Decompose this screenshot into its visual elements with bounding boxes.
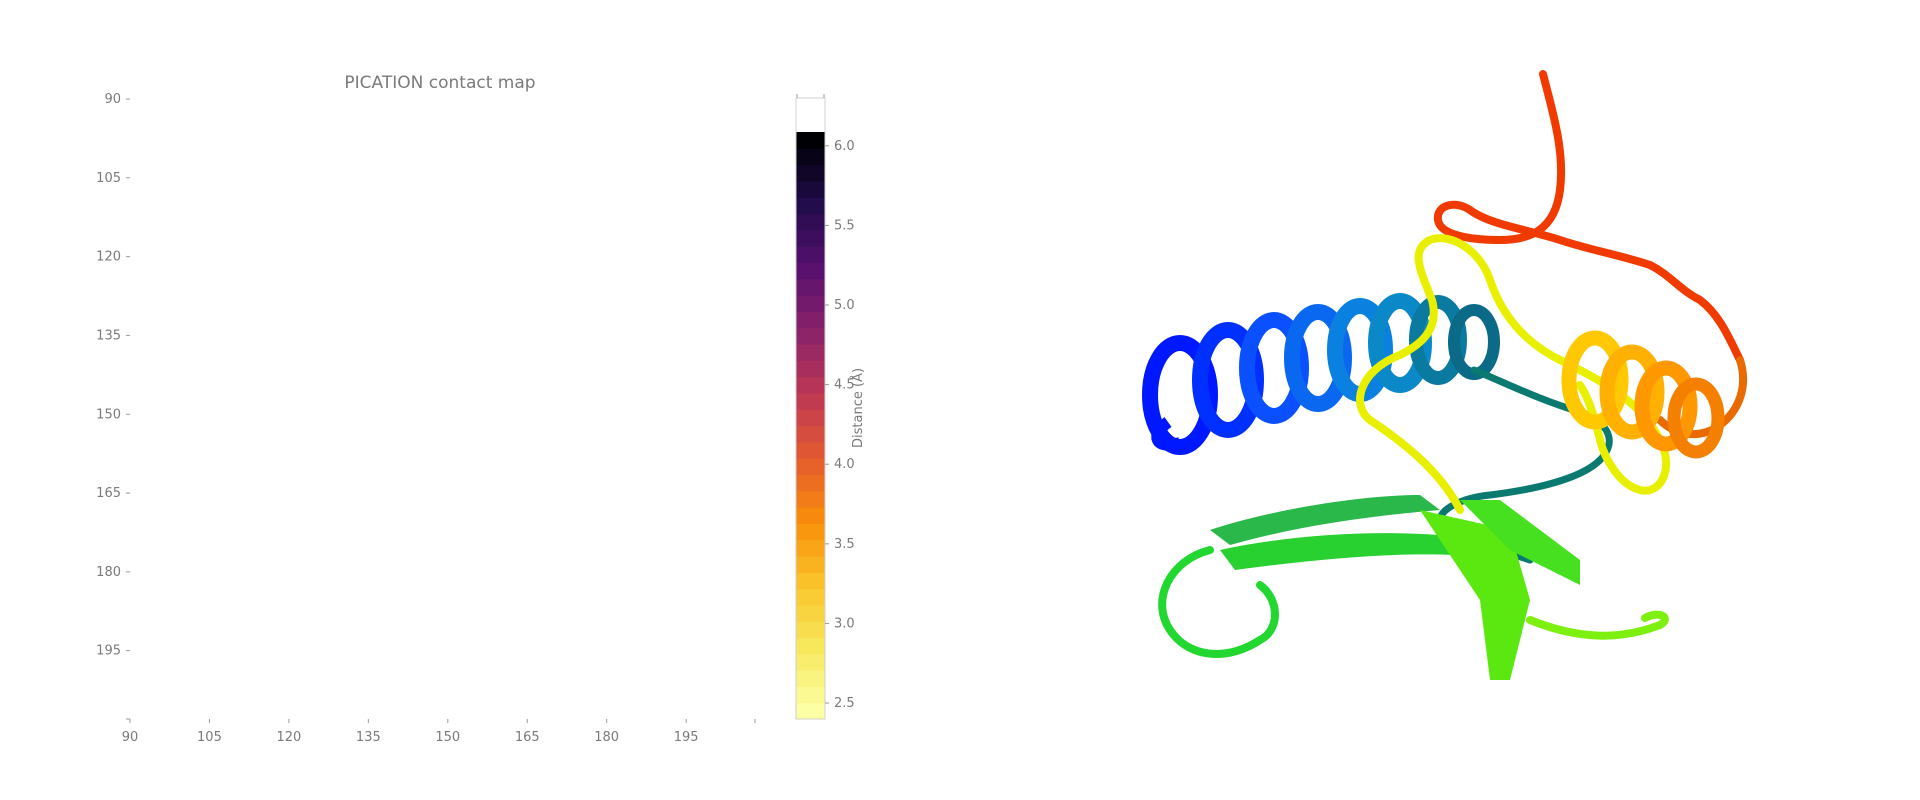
beta-sheet-green xyxy=(1158,495,1669,680)
x-tick-label: 195 xyxy=(674,730,699,745)
colorbar-segment xyxy=(796,327,825,345)
x-tick-label: 135 xyxy=(356,730,381,745)
colorbar-segment xyxy=(796,148,825,166)
colorbar-segment xyxy=(796,588,825,606)
colorbar-segment xyxy=(796,278,825,296)
y-tick-label: 195 xyxy=(96,644,121,659)
colorbar-segment xyxy=(796,425,825,443)
colorbar-segment xyxy=(796,246,825,264)
colorbar-segment xyxy=(796,670,825,687)
colorbar-segment xyxy=(796,555,825,573)
helix-yellow-orange xyxy=(1561,330,1725,459)
colorbar-segment xyxy=(796,376,825,394)
colorbar-label: Distance (Å) xyxy=(850,368,866,448)
colorbar: 2.5 3.0 3.5 4.0 4.5 5.0 5.5 6.0 xyxy=(795,94,855,720)
colorbar-segment xyxy=(796,132,825,149)
colorbar-segment xyxy=(796,653,825,671)
colorbar-segment xyxy=(796,213,825,231)
colorbar-segment xyxy=(796,507,825,524)
colorbar-segment xyxy=(796,539,825,557)
colorbar-segment xyxy=(796,474,825,492)
colorbar-segment xyxy=(796,197,825,215)
x-tick-label: 180 xyxy=(594,730,619,745)
colorbar-segment xyxy=(796,311,825,329)
y-tick-label: 165 xyxy=(96,486,121,501)
y-tick-label: 90 xyxy=(104,92,121,107)
colorbar-segment xyxy=(796,392,825,410)
coil-segment-red xyxy=(1433,70,1744,364)
colorbar-segment xyxy=(796,458,825,476)
colorbar-segment xyxy=(796,572,825,590)
chart-title: PICATION contact map xyxy=(344,73,535,93)
x-tick-label: 90 xyxy=(122,730,139,745)
x-tick-label: 165 xyxy=(515,730,540,745)
colorbar-tick-label: 4.5 xyxy=(834,378,855,393)
y-axis: 90 105 120 135 150 165 180 195 xyxy=(96,92,130,720)
y-tick-label: 120 xyxy=(96,250,121,265)
protein-structure-view[interactable] xyxy=(1060,40,1800,700)
plot-area xyxy=(130,99,755,719)
colorbar-tick-label: 5.5 xyxy=(834,218,855,233)
colorbar-tick-label: 4.0 xyxy=(834,457,855,472)
colorbar-tick-label: 5.0 xyxy=(834,298,855,313)
colorbar-tick-label: 3.5 xyxy=(834,537,855,552)
colorbar-segment xyxy=(796,637,825,655)
colorbar-outline xyxy=(795,97,826,720)
colorbar-segment xyxy=(796,686,825,704)
coil-segment-yellow xyxy=(1356,234,1671,514)
colorbar-segment xyxy=(796,441,825,459)
colorbar-segment xyxy=(796,621,825,639)
y-tick-label: 180 xyxy=(96,565,121,580)
colorbar-segment xyxy=(796,702,825,720)
colorbar-tick-label: 3.0 xyxy=(834,616,855,631)
x-tick-label: 120 xyxy=(276,730,301,745)
colorbar-segment xyxy=(796,262,825,280)
colorbar-segment xyxy=(796,604,825,622)
colorbar-segment xyxy=(796,343,825,361)
y-tick-label: 150 xyxy=(96,407,121,422)
colorbar-tick-label: 6.0 xyxy=(834,139,855,154)
y-tick-label: 105 xyxy=(96,171,121,186)
x-tick-label: 105 xyxy=(197,730,222,745)
colorbar-segment xyxy=(796,295,825,312)
colorbar-segment xyxy=(796,409,825,427)
y-tick-label: 135 xyxy=(96,328,121,343)
colorbar-segment xyxy=(796,229,825,247)
contact-map-chart: PICATION contact map 90 105 120 135 150 165 18… xyxy=(96,73,866,745)
colorbar-tick-label: 2.5 xyxy=(834,696,855,711)
x-axis: 90 105 120 135 150 165 180 195 xyxy=(122,719,756,745)
colorbar-segment xyxy=(796,360,825,378)
colorbar-segment xyxy=(796,180,825,198)
helix-blue xyxy=(1142,293,1500,455)
x-tick-label: 150 xyxy=(435,730,460,745)
colorbar-segment xyxy=(796,490,825,508)
colorbar-segment xyxy=(796,523,825,541)
colorbar-segment xyxy=(796,164,825,182)
